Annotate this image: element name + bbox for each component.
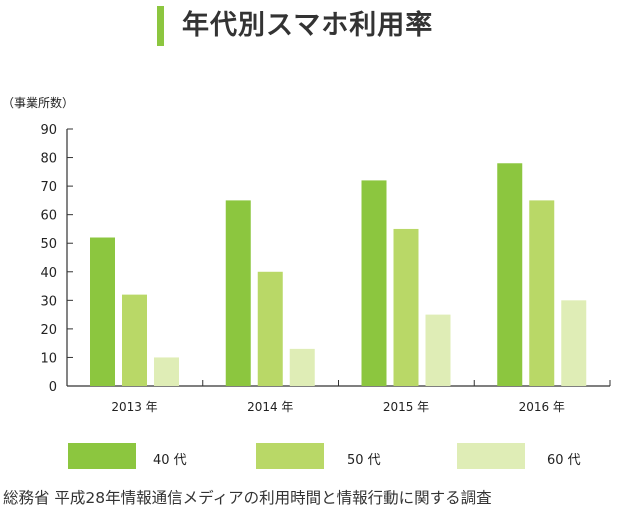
y-tick-label-50: 50 — [40, 237, 57, 252]
bar-2-2 — [425, 314, 451, 386]
bar-0-0 — [90, 237, 115, 386]
y-tick-label-0: 0 — [49, 380, 57, 395]
x-tick-label-2: 2015 年 — [383, 400, 429, 414]
y-tick-label-40: 40 — [40, 266, 57, 281]
bar-2-0 — [361, 180, 387, 386]
page-title: 年代別スマホ利用率 — [182, 10, 434, 41]
x-tick-label-0: 2013 年 — [111, 400, 157, 414]
y-tick-label-80: 80 — [40, 152, 57, 167]
legend-swatch-50 — [256, 443, 324, 469]
y-tick-label-20: 20 — [40, 323, 57, 338]
bar-1-1 — [257, 271, 283, 386]
legend-swatch-40 — [68, 443, 136, 469]
x-tick-label-3: 2016 年 — [519, 400, 565, 414]
legend-swatch-60 — [457, 443, 525, 469]
title-accent-bar — [157, 6, 164, 46]
bar-1-0 — [225, 200, 251, 386]
y-tick-label-30: 30 — [40, 294, 57, 309]
bar-0-1 — [122, 294, 147, 386]
bar-chart: （事業所数） 0 10 20 30 40 50 60 70 80 90 2013 年 2014 年 201… — [2, 95, 611, 414]
bar-3-2 — [561, 300, 587, 386]
y-tick-label-90: 90 — [40, 123, 57, 138]
bar-3-0 — [497, 163, 523, 386]
bar-2-1 — [393, 228, 419, 386]
legend-label-50: 50 代 — [347, 453, 381, 468]
y-tick-label-10: 10 — [40, 351, 57, 366]
legend-label-40: 40 代 — [153, 453, 187, 468]
bar-0-2 — [154, 357, 179, 386]
y-tick-label-60: 60 — [40, 209, 57, 224]
legend-label-60: 60 代 — [547, 453, 581, 468]
bar-3-1 — [529, 200, 555, 386]
source-note: 総務省 平成28年情報通信メディアの利用時間と情報行動に関する調査 — [3, 489, 492, 507]
y-tick-label-70: 70 — [40, 180, 57, 195]
x-tick-label-1: 2014 年 — [247, 400, 293, 414]
y-axis-label: （事業所数） — [2, 95, 74, 110]
bar-1-2 — [289, 348, 315, 386]
